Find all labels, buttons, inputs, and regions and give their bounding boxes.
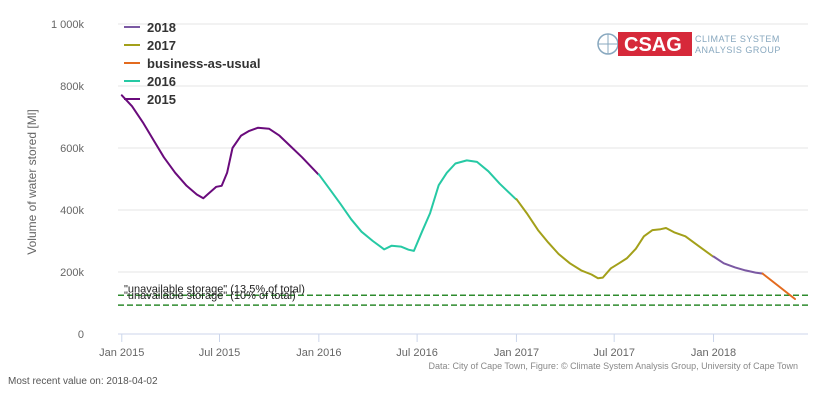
legend-label: 2015 <box>147 92 176 107</box>
recent-value-note: Most recent value on: 2018-04-02 <box>8 376 158 387</box>
y-tick-label: 600k <box>60 143 84 155</box>
x-tick-label: Jul 2017 <box>593 347 635 359</box>
legend-label: 2018 <box>147 20 176 35</box>
series-line-business-as-usual <box>761 272 796 300</box>
y-tick-label: 1 000k <box>51 19 85 31</box>
legend: 2018 2017 business-as-usual 2016 2015 <box>124 20 260 107</box>
legend-item[interactable]: business-as-usual <box>124 56 260 71</box>
logo-brand: CSAG <box>624 34 682 56</box>
csag-logo: CSAG CLIMATE SYSTEM ANALYSIS GROUP <box>597 32 781 56</box>
y-tick-label: 200k <box>60 267 84 279</box>
x-tick-label: Jan 2016 <box>296 347 341 359</box>
y-tick-label: 800k <box>60 81 84 93</box>
threshold-label: "unavailable storage" (13.5% of total) <box>124 283 305 295</box>
series-line-2016 <box>317 159 517 252</box>
series-line-2018 <box>712 255 764 275</box>
legend-item[interactable]: 2015 <box>124 92 176 107</box>
y-axis: 0 200k 400k 600k 800k 1 000k <box>51 19 85 341</box>
logo-line-2: ANALYSIS GROUP <box>695 45 781 55</box>
logo-line-1: CLIMATE SYSTEM <box>695 34 780 44</box>
y-axis-label: Volume of water stored [Ml] <box>25 109 39 254</box>
x-axis: Jan 2015 Jul 2015 Jan 2016 Jul 2016 Jan 2017… <box>99 333 808 359</box>
globe-icon <box>597 33 619 55</box>
legend-label: business-as-usual <box>147 56 260 71</box>
threshold-lines: "unavailable storage" (13.5% of total)"u… <box>118 283 808 306</box>
credit-text: Data: City of Cape Town, Figure: © Clima… <box>429 361 798 371</box>
x-tick-label: Jul 2015 <box>199 347 241 359</box>
legend-item[interactable]: 2017 <box>124 38 176 53</box>
series-line-2017 <box>515 198 714 280</box>
legend-item[interactable]: 2016 <box>124 74 176 89</box>
x-tick-label: Jan 2018 <box>691 347 736 359</box>
logo-brand-box <box>618 32 692 56</box>
series-lines <box>120 94 796 300</box>
legend-label: 2016 <box>147 74 176 89</box>
x-tick-label: Jan 2015 <box>99 347 144 359</box>
legend-item[interactable]: 2018 <box>124 20 176 35</box>
threshold-label: "unavailable storage" (10% of total) <box>124 290 296 302</box>
x-tick-label: Jul 2016 <box>396 347 438 359</box>
y-tick-label: 0 <box>78 329 84 341</box>
y-tick-label: 400k <box>60 205 84 217</box>
legend-label: 2017 <box>147 38 176 53</box>
series-line-2015 <box>120 94 320 200</box>
x-tick-label: Jan 2017 <box>494 347 539 359</box>
